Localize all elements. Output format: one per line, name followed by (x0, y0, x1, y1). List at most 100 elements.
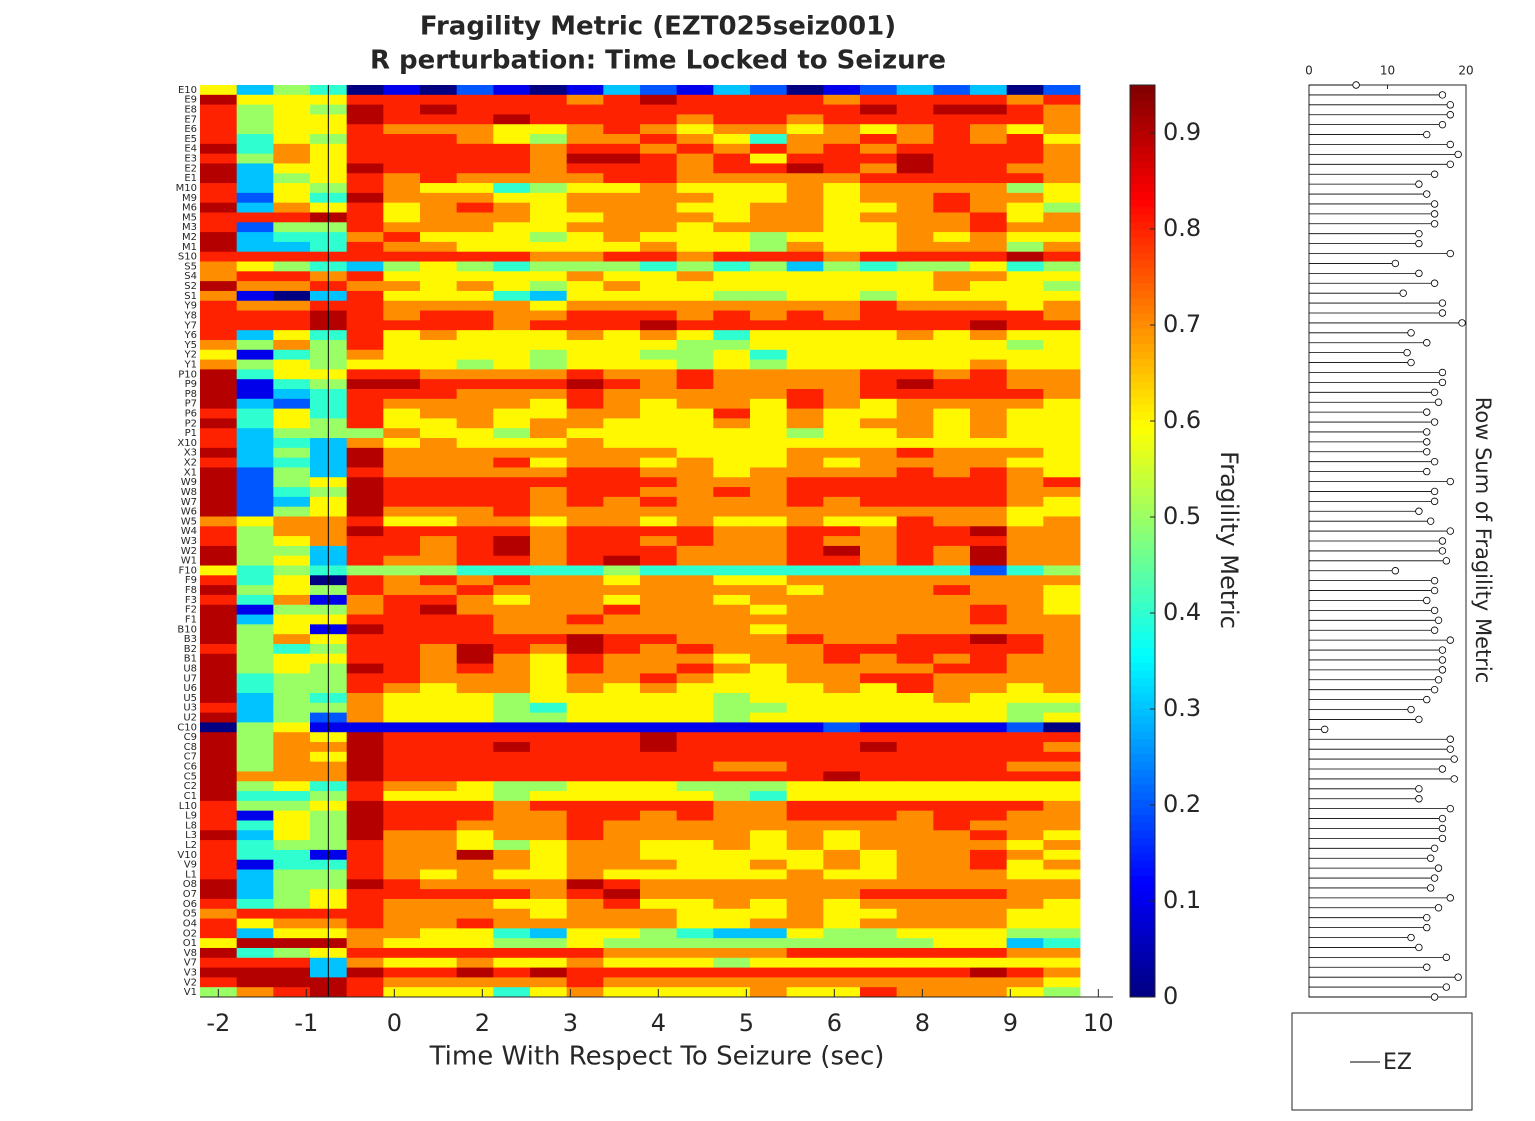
heatmap-cell (420, 349, 458, 360)
colorbar-swatch (1130, 829, 1155, 838)
colorbar-swatch (1130, 624, 1155, 633)
stem-marker (1430, 418, 1439, 426)
stem-marker (1446, 140, 1454, 149)
heatmap-cell (750, 526, 788, 537)
heatmap-cell (970, 565, 1008, 576)
heatmap-cell (933, 908, 971, 919)
heatmap-cell (786, 477, 824, 488)
heatmap-cell (493, 742, 531, 753)
heatmap-cell (456, 585, 494, 596)
heatmap-cell (530, 879, 568, 890)
heatmap-cell (1043, 928, 1081, 939)
heatmap-cell (456, 85, 494, 96)
heatmap-cell (713, 212, 751, 223)
heatmap-cell (860, 359, 898, 370)
heatmap-cell (640, 389, 678, 400)
y-tick-label: F10 (179, 565, 197, 576)
heatmap-cell (860, 143, 898, 155)
heatmap-cell (200, 222, 238, 233)
heatmap-cell (530, 712, 568, 723)
heatmap-cell (860, 94, 898, 106)
heatmap-cell (676, 781, 714, 792)
heatmap-cell (530, 408, 568, 419)
heatmap-cell (603, 143, 641, 155)
heatmap-cell (786, 173, 824, 184)
heatmap-cell (346, 722, 384, 733)
heatmap-cell (420, 712, 458, 723)
heatmap-cell (456, 555, 494, 566)
colorbar-swatch (1130, 465, 1155, 474)
colorbar-swatch (1130, 290, 1155, 299)
heatmap-cell (896, 663, 934, 674)
heatmap-cell (346, 212, 384, 223)
heatmap-cell (676, 800, 714, 812)
heatmap-cell (383, 624, 421, 635)
heatmap-cell (530, 418, 568, 429)
heatmap-cell (420, 310, 458, 321)
y-tick-label: E4 (184, 144, 197, 155)
heatmap-cell (200, 781, 238, 792)
heatmap-cell (750, 987, 788, 998)
heatmap-cell (456, 516, 494, 527)
heatmap-cell (566, 879, 604, 890)
colorbar-swatch (1130, 123, 1155, 132)
colorbar-tick-label: 0.9 (1163, 118, 1201, 146)
heatmap-cell (530, 134, 568, 145)
heatmap-cell (713, 849, 751, 861)
heatmap-cell (933, 653, 971, 664)
heatmap-cell (823, 889, 861, 900)
heatmap-cell (566, 908, 604, 919)
heatmap-cell (383, 281, 421, 292)
heatmap-cell (1006, 349, 1044, 360)
heatmap-cell (750, 761, 788, 772)
stem-marker (1415, 239, 1423, 248)
heatmap-cell (1006, 693, 1044, 704)
heatmap-cell (823, 840, 861, 851)
heatmap-cell (933, 712, 971, 723)
heatmap-cell (530, 281, 568, 292)
heatmap-cell (236, 594, 274, 606)
heatmap-cell (1006, 261, 1044, 272)
heatmap-cell (200, 693, 238, 704)
stem-marker (1438, 765, 1447, 773)
heatmap-cell (676, 369, 714, 380)
stem-marker (1415, 795, 1423, 803)
heatmap-cell (750, 624, 788, 635)
heatmap-cell (566, 183, 604, 194)
heatmap-cell (933, 222, 971, 233)
heatmap-cell (970, 555, 1008, 566)
heatmap-cell (200, 830, 238, 841)
heatmap-cell (640, 693, 678, 704)
heatmap-cell (456, 957, 494, 968)
colorbar-swatch (1130, 662, 1155, 671)
heatmap-cell (786, 104, 824, 115)
heatmap-cell (200, 683, 238, 694)
heatmap-cell (713, 379, 751, 390)
heatmap-cell (420, 594, 458, 606)
heatmap-cell (786, 192, 824, 204)
stem-marker (1415, 507, 1423, 515)
heatmap-cell (603, 663, 641, 674)
colorbar-swatch (1130, 685, 1155, 694)
heatmap-cell (970, 526, 1008, 537)
heatmap-cell (933, 889, 971, 900)
heatmap-cell (1006, 173, 1044, 184)
heatmap-cell (420, 545, 458, 557)
heatmap-cell (1043, 722, 1081, 733)
heatmap-cell (896, 820, 934, 831)
heatmap-cell (640, 467, 678, 478)
heatmap-cell (200, 771, 238, 782)
heatmap-cell (456, 634, 494, 645)
heatmap-cell (603, 594, 641, 606)
heatmap-cell (1043, 183, 1081, 194)
heatmap-cell (346, 712, 384, 723)
heatmap-cell (530, 104, 568, 115)
stem-marker (1446, 111, 1454, 119)
heatmap-cell (493, 251, 531, 262)
heatmap-cell (860, 810, 898, 821)
heatmap-cell (420, 849, 458, 861)
heatmap-cell (200, 143, 238, 155)
heatmap-cell (823, 653, 861, 664)
heatmap-cell (603, 251, 641, 262)
heatmap-cell (530, 840, 568, 851)
